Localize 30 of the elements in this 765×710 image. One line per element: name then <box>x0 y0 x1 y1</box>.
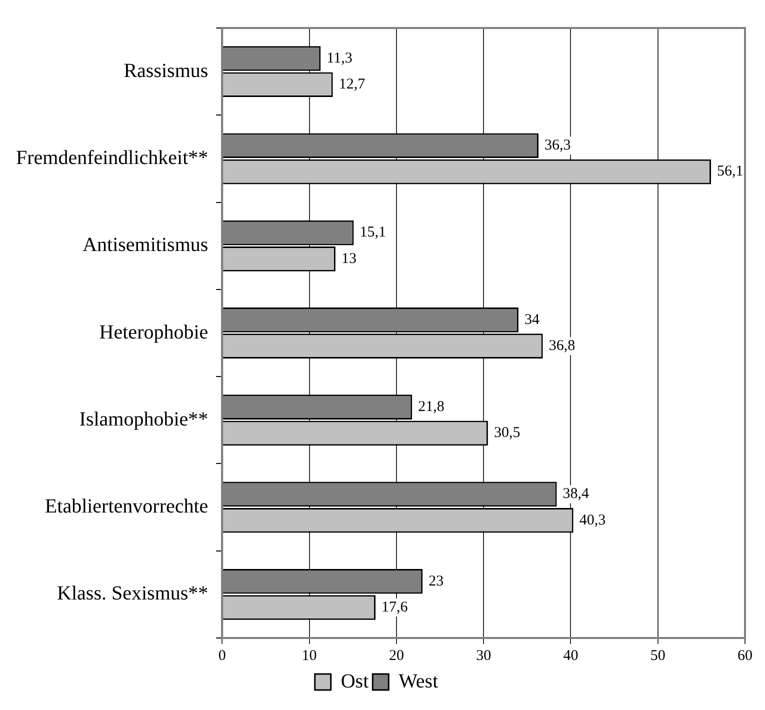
x-tick-label: 50 <box>650 648 666 664</box>
y-tick-label: Antisemitismus <box>82 234 208 256</box>
y-tick-label: Rassismus <box>124 60 208 82</box>
data-label: 36,8 <box>548 338 576 354</box>
data-label: 13 <box>341 250 356 267</box>
legend-label: Ost <box>340 670 370 692</box>
data-label: 15,1 <box>360 224 386 241</box>
data-label: 36,3 <box>544 138 571 154</box>
data-label: 23 <box>428 573 444 590</box>
y-tick-label: Islamophobie** <box>79 408 208 430</box>
data-label: 12,7 <box>338 76 366 93</box>
data-label: 38,4 <box>562 486 590 502</box>
data-label: 11,3 <box>326 50 352 66</box>
y-tick-label: Heterophobie <box>99 321 208 344</box>
data-label: 17,6 <box>382 599 408 616</box>
x-tick-label: 10 <box>302 648 317 664</box>
x-tick-label: 60 <box>738 648 752 664</box>
data-label: 56,1 <box>717 164 744 180</box>
data-label: 34 <box>524 312 540 328</box>
x-tick-label: 40 <box>563 648 578 664</box>
data-label: 40,3 <box>579 512 606 528</box>
data-label: 30,5 <box>494 425 520 442</box>
data-label: 21,8 <box>418 399 444 416</box>
y-tick-label: Klass. Sexismus** <box>57 582 208 605</box>
y-tick-label: Fremdenfeindlichkeit** <box>16 146 208 169</box>
y-tick-label: Etabliertenvorrechte <box>44 496 208 518</box>
legend-label: West <box>398 670 439 692</box>
x-tick-label: 30 <box>476 648 492 664</box>
x-tick-label: 20 <box>388 648 404 664</box>
x-tick-label: 0 <box>218 648 226 664</box>
